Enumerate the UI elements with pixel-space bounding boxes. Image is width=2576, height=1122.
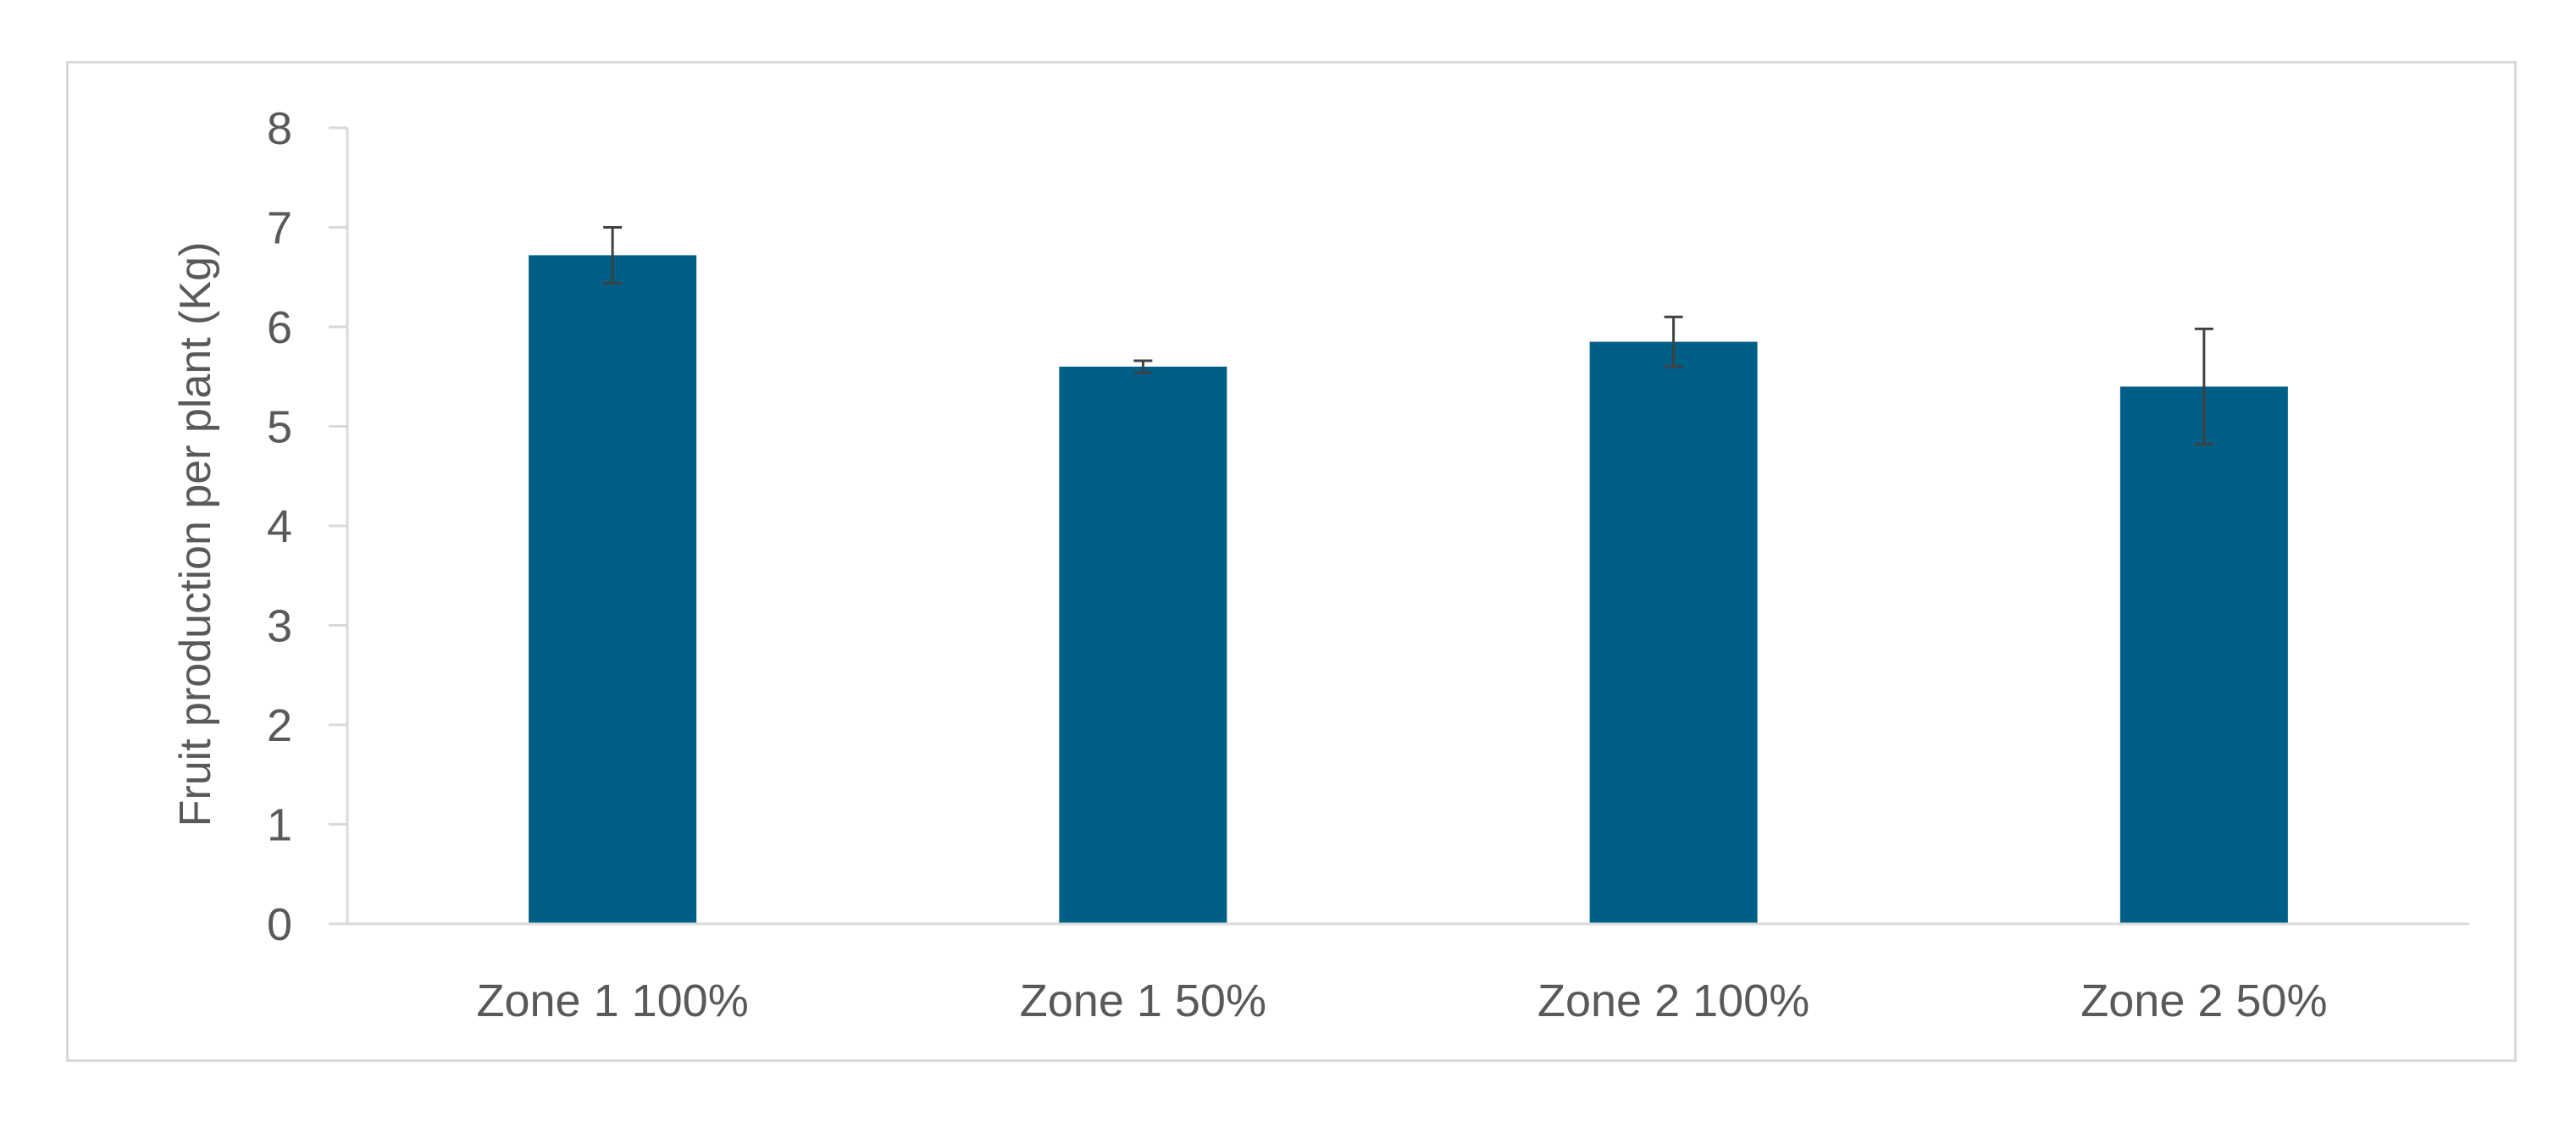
y-tick-label: 2 (267, 700, 292, 751)
y-tick-label: 8 (267, 103, 292, 154)
y-tick-label: 5 (267, 402, 292, 453)
bar (2119, 386, 2288, 924)
y-tick-label: 1 (267, 800, 292, 851)
x-category-label: Zone 1 50% (1020, 976, 1266, 1026)
bars (529, 255, 2288, 924)
y-tick-label: 3 (267, 601, 292, 652)
y-tick-label: 7 (267, 203, 292, 254)
x-category-label: Zone 1 100% (477, 976, 749, 1026)
x-category-label: Zone 2 100% (1537, 976, 1809, 1026)
y-axis-title: Fruit production per plant (Kg) (171, 242, 220, 827)
y-tick-label: 0 (267, 899, 292, 950)
bar (1059, 367, 1227, 924)
y-tick-label: 4 (267, 501, 292, 552)
error-bars (603, 226, 2213, 446)
bar (529, 255, 697, 924)
y-tick-label: 6 (267, 302, 292, 353)
x-category-label: Zone 2 50% (2080, 976, 2327, 1026)
x-axis-labels: Zone 1 100% Zone 1 50% Zone 2 100% Zone 2 5… (477, 976, 2328, 1026)
bar (1589, 341, 1758, 924)
chart-area (66, 61, 2517, 1062)
y-axis-ticks: 0 1 2 3 4 5 6 7 8 (267, 103, 347, 950)
